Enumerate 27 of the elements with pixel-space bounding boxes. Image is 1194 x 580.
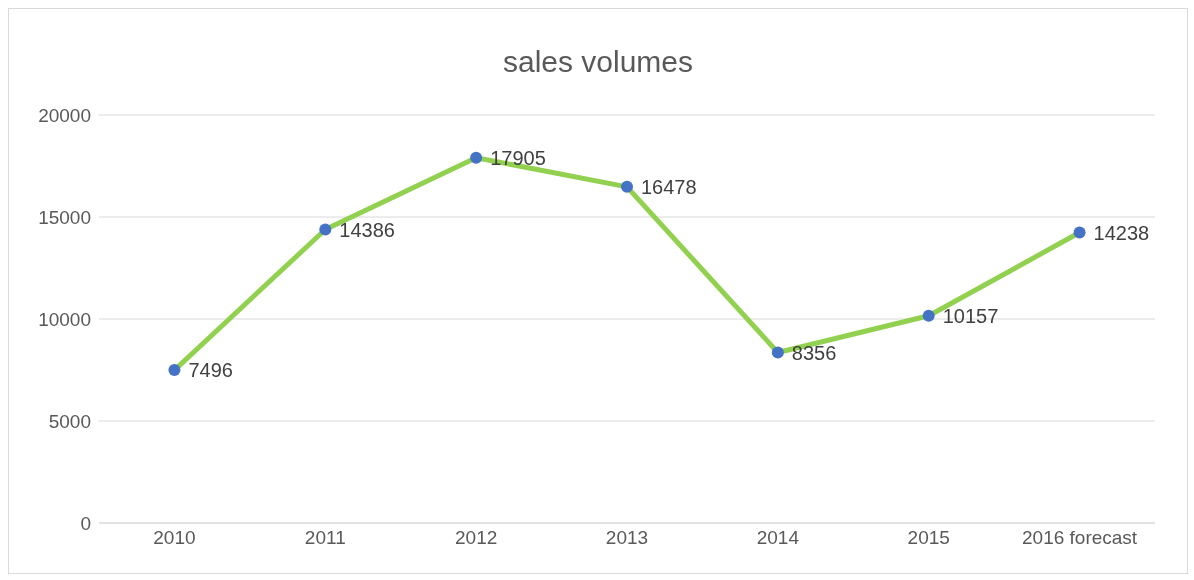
- x-tick-label: 2014: [756, 527, 800, 549]
- point: [168, 364, 181, 377]
- y-tick-label: 10000: [38, 308, 91, 330]
- y-tick-label: 15000: [38, 206, 91, 228]
- y-tick-label: 5000: [48, 410, 91, 432]
- chart-title: sales volumes: [501, 44, 695, 80]
- data-label: 17905: [490, 146, 546, 169]
- data-label: 8356: [791, 341, 837, 364]
- data-label: 14386: [339, 218, 395, 241]
- point: [1073, 226, 1086, 239]
- data-label: 14238: [1093, 221, 1150, 244]
- data-label: 16478: [641, 175, 697, 198]
- point: [922, 309, 935, 322]
- point: [470, 151, 483, 164]
- data-label: 7496: [188, 359, 233, 382]
- x-tick-label: 2012: [455, 527, 498, 549]
- x-tick-label: 2013: [605, 527, 649, 549]
- x-tick-label: 2015: [907, 527, 950, 549]
- data-label: 10157: [942, 304, 999, 327]
- y-tick-label: 0: [80, 512, 91, 534]
- x-tick-label: 2010: [153, 527, 196, 549]
- y-tick-label: 20000: [38, 104, 91, 126]
- x-tick-label: 2011: [304, 527, 346, 549]
- x-tick-label: 2016 forecast: [1022, 527, 1138, 549]
- point: [319, 223, 332, 236]
- point: [621, 180, 633, 193]
- point: [771, 346, 784, 359]
